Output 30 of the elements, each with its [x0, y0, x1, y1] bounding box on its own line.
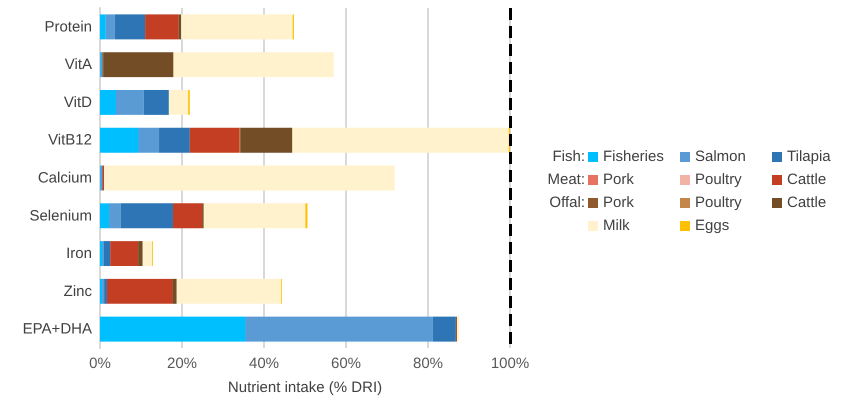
y-tick-label: VitB12 — [48, 132, 92, 149]
y-tick-label: Selenium — [29, 207, 92, 224]
legend-label: Fisheries — [603, 148, 664, 165]
legend-label: Milk — [603, 217, 630, 234]
legend-label: Poultry — [695, 194, 742, 211]
y-tick-label: Calcium — [38, 170, 92, 186]
y-tick-label: Iron — [66, 245, 92, 262]
x-tick-label: 20% — [166, 355, 198, 372]
legend-label: Cattle — [787, 194, 826, 211]
text: Offal: — [548, 194, 586, 211]
legend-label: Pork — [603, 171, 634, 188]
y-tick-label: Zinc — [64, 282, 92, 300]
x-tick-label: 80% — [412, 355, 444, 372]
legend-label: Cattle — [787, 171, 826, 188]
text: Meat: — [546, 171, 586, 188]
y-tick-label: EPA+DHA — [22, 320, 92, 338]
x-axis-title: Nutrient intake (% DRI) — [228, 379, 382, 396]
legend-label: Eggs — [695, 217, 730, 234]
text: Fish: — [551, 148, 586, 165]
y-tick-label: Protein — [44, 18, 92, 36]
x-tick-label: 60% — [330, 355, 362, 372]
y-tick-label: VitA — [64, 56, 92, 74]
y-tick-label: VitD — [64, 94, 92, 111]
legend-label: Salmon — [695, 148, 746, 165]
x-tick-label: 40% — [248, 355, 280, 372]
legend-label: Poultry — [695, 171, 742, 188]
x-tick-label: 0% — [89, 355, 111, 372]
legend-label: Tilapia — [787, 148, 831, 165]
legend-label: Pork — [603, 194, 634, 211]
x-tick-label: 100% — [490, 355, 530, 372]
